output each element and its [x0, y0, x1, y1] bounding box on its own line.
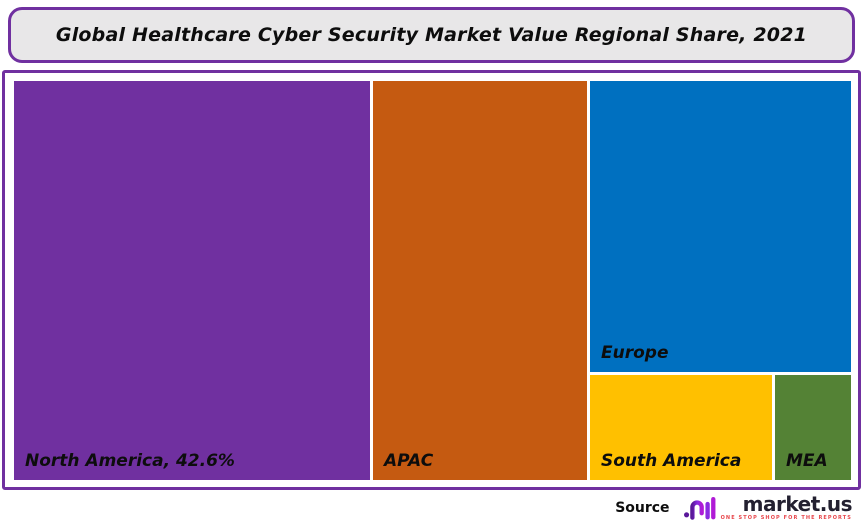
treemap-block-south-america: South America — [590, 375, 772, 480]
chart-frame: North America, 42.6% APAC Europe South A… — [2, 70, 861, 490]
brand-text-block: market.us ONE STOP SHOP FOR THE REPORTS — [720, 492, 853, 521]
treemap-label-apac: APAC — [384, 451, 434, 471]
market-us-logo: market.us ONE STOP SHOP FOR THE REPORTS — [683, 492, 853, 522]
chart-title-banner: Global Healthcare Cyber Security Market … — [8, 7, 855, 63]
treemap-label-mea: MEA — [786, 451, 828, 471]
treemap-label-europe: Europe — [601, 343, 669, 363]
treemap-label-south-america: South America — [601, 451, 742, 471]
source-label: Source — [615, 499, 670, 516]
treemap-label-north-america: North America, 42.6% — [25, 451, 235, 471]
brand-tagline: ONE STOP SHOP FOR THE REPORTS — [720, 515, 852, 521]
brand-name: market.us — [742, 492, 853, 516]
source-attribution: Source market.us ONE STOP SHOP FOR THE R… — [615, 491, 852, 524]
treemap-plot-area: North America, 42.6% APAC Europe South A… — [14, 81, 851, 480]
treemap-block-north-america: North America, 42.6% — [14, 81, 370, 480]
treemap-block-mea: MEA — [775, 375, 851, 480]
treemap-block-europe: Europe — [590, 81, 851, 372]
market-us-logo-icon — [683, 496, 716, 520]
treemap-block-apac: APAC — [373, 81, 587, 480]
chart-title: Global Healthcare Cyber Security Market … — [55, 24, 808, 46]
